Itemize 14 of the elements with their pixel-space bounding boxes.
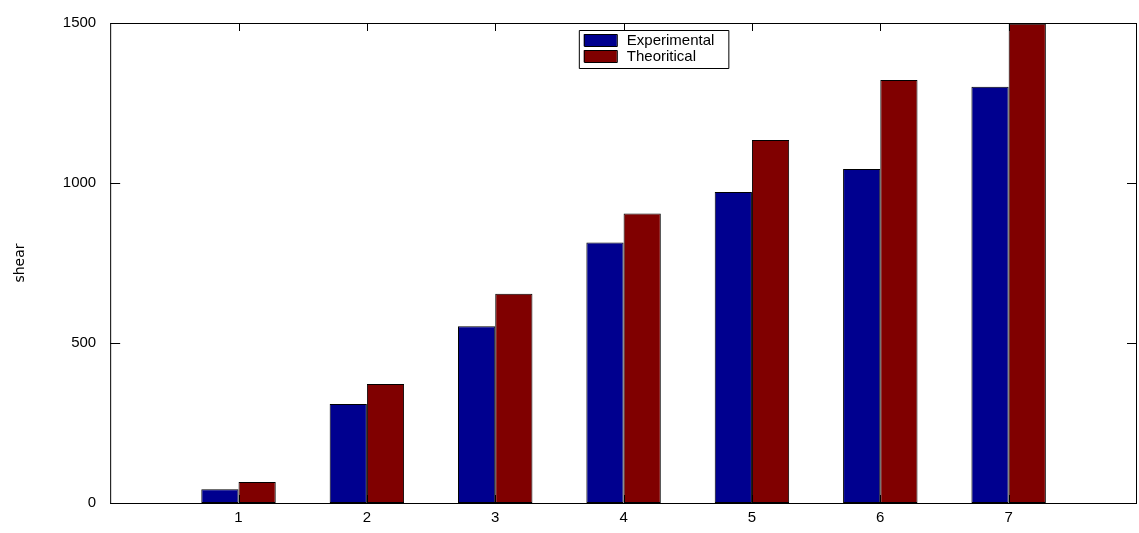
x-tick-label: 2 [362, 508, 372, 526]
x-tick-label: 7 [1004, 508, 1013, 526]
y-tick-label: 0 [87, 493, 97, 511]
legend-label: Experimental [626, 31, 715, 49]
y-axis-title: shear [11, 243, 28, 283]
y-tick-label: 1000 [62, 173, 97, 191]
x-tick-label: 6 [876, 508, 885, 526]
x-tick-label: 3 [491, 508, 500, 526]
x-tick-label: 1 [234, 508, 243, 526]
x-tick-label: 4 [619, 508, 628, 526]
legend-label: Theoritical [626, 47, 697, 65]
y-tick-label: 1500 [62, 13, 97, 31]
y-tick-label: 500 [71, 333, 97, 351]
x-tick-label: 5 [747, 508, 757, 526]
